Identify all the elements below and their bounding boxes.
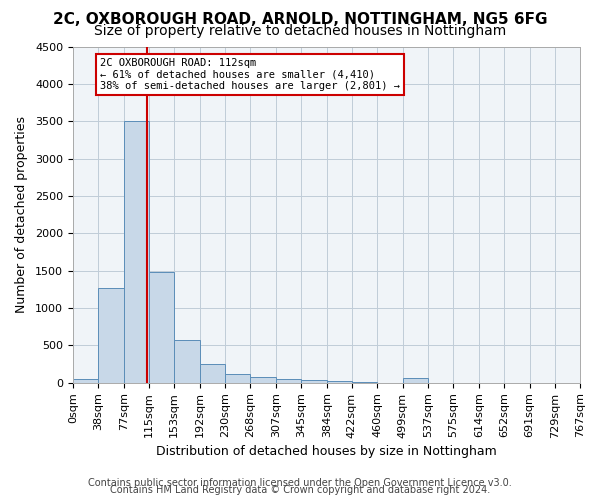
Bar bbox=[124, 121, 149, 382]
Text: Contains public sector information licensed under the Open Government Licence v3: Contains public sector information licen… bbox=[88, 478, 512, 488]
Text: Contains HM Land Registry data © Crown copyright and database right 2024.: Contains HM Land Registry data © Crown c… bbox=[110, 485, 490, 495]
Bar bbox=[403, 378, 428, 382]
Text: 2C OXBOROUGH ROAD: 112sqm
← 61% of detached houses are smaller (4,410)
38% of se: 2C OXBOROUGH ROAD: 112sqm ← 61% of detac… bbox=[100, 58, 400, 91]
Bar bbox=[225, 374, 250, 382]
Text: 2C, OXBOROUGH ROAD, ARNOLD, NOTTINGHAM, NG5 6FG: 2C, OXBOROUGH ROAD, ARNOLD, NOTTINGHAM, … bbox=[53, 12, 547, 28]
Bar bbox=[149, 272, 174, 382]
Bar bbox=[301, 380, 326, 382]
Bar bbox=[174, 340, 200, 382]
Bar bbox=[73, 379, 98, 382]
X-axis label: Distribution of detached houses by size in Nottingham: Distribution of detached houses by size … bbox=[156, 444, 497, 458]
Bar bbox=[200, 364, 225, 382]
Bar bbox=[98, 288, 124, 382]
Y-axis label: Number of detached properties: Number of detached properties bbox=[15, 116, 28, 313]
Text: Size of property relative to detached houses in Nottingham: Size of property relative to detached ho… bbox=[94, 24, 506, 38]
Bar bbox=[250, 376, 275, 382]
Bar bbox=[276, 379, 301, 382]
Bar bbox=[327, 381, 352, 382]
